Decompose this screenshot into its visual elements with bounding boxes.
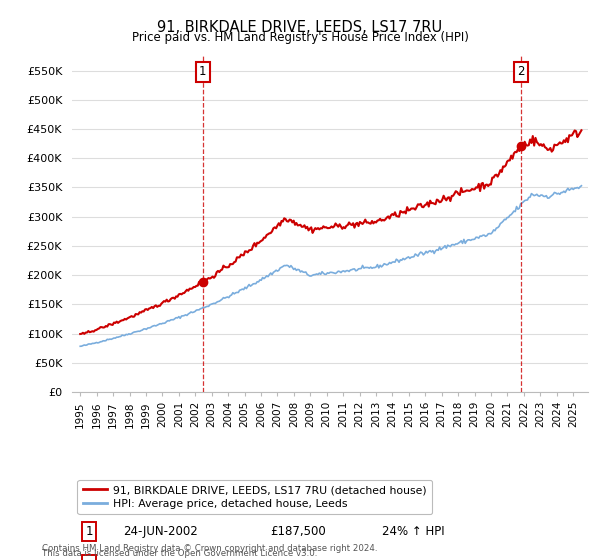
Text: 1: 1 [199,66,206,78]
Text: 91, BIRKDALE DRIVE, LEEDS, LS17 7RU: 91, BIRKDALE DRIVE, LEEDS, LS17 7RU [157,20,443,35]
Text: Price paid vs. HM Land Registry's House Price Index (HPI): Price paid vs. HM Land Registry's House … [131,31,469,44]
Text: This data is licensed under the Open Government Licence v3.0.: This data is licensed under the Open Gov… [42,549,317,558]
Text: Contains HM Land Registry data © Crown copyright and database right 2024.: Contains HM Land Registry data © Crown c… [42,544,377,553]
Text: 28-OCT-2021: 28-OCT-2021 [124,558,201,560]
Text: 2: 2 [517,66,525,78]
Legend: 91, BIRKDALE DRIVE, LEEDS, LS17 7RU (detached house), HPI: Average price, detach: 91, BIRKDALE DRIVE, LEEDS, LS17 7RU (det… [77,480,432,515]
Text: 24-JUN-2002: 24-JUN-2002 [124,525,199,538]
Text: £420,600: £420,600 [271,558,326,560]
Text: 2: 2 [85,558,93,560]
Text: 1: 1 [85,525,93,538]
Text: 24% ↑ HPI: 24% ↑ HPI [382,525,444,538]
Text: £187,500: £187,500 [271,525,326,538]
Text: 11% ↑ HPI: 11% ↑ HPI [382,558,444,560]
